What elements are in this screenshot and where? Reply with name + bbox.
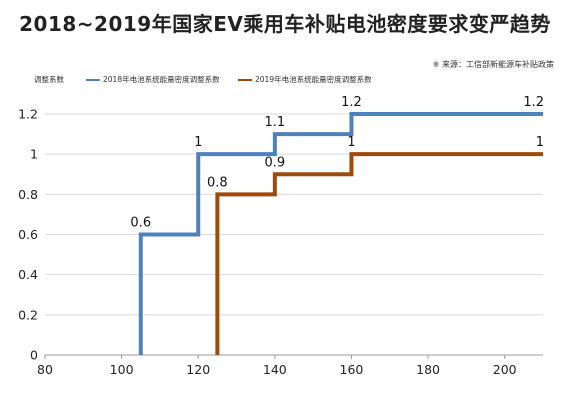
x-tick-label: 120: [186, 362, 210, 377]
legend-label-2018: 2018年电池系统能量密度调整系数: [103, 75, 220, 84]
data-label: 1: [194, 135, 202, 150]
legend-swatch-2019: [238, 78, 252, 81]
data-label: 0.9: [265, 155, 286, 170]
y-tick-label: 0.8: [18, 187, 38, 202]
y-tick-label: 0: [30, 348, 38, 363]
y-tick-label: 0.4: [18, 267, 38, 282]
data-label: 1.1: [265, 115, 286, 130]
x-tick-label: 100: [110, 362, 134, 377]
x-tick-label: 140: [263, 362, 287, 377]
series-line-2019: [215, 152, 543, 355]
x-tick-label: 80: [37, 362, 53, 377]
data-label: 1.2: [523, 95, 544, 110]
data-label: 0.8: [207, 175, 228, 190]
data-label: 1: [536, 135, 544, 150]
y-tick-label: 0.2: [18, 307, 38, 322]
data-label: 1.2: [341, 95, 362, 110]
legend-item-2018: 2018年电池系统能量密度调整系数: [86, 74, 220, 85]
legend-swatch-2018: [86, 78, 100, 81]
y-tick-label: 1.2: [18, 107, 38, 122]
x-tick-label: 180: [416, 362, 440, 377]
x-tick-label: 160: [340, 362, 364, 377]
series-line-2018: [138, 112, 543, 355]
legend-label-2019: 2019年电池系统能量密度调整系数: [255, 75, 372, 84]
y-tick-label: 0.6: [18, 227, 38, 242]
y-axis-label: 调整系数: [34, 75, 64, 84]
source-note: ※ 来源：工信部新能源车补贴政策: [432, 60, 554, 69]
data-label: 0.6: [130, 216, 151, 231]
data-label: 1: [347, 135, 355, 150]
y-tick-label: 1: [30, 147, 38, 162]
legend-item-2019: 2019年电池系统能量密度调整系数: [238, 74, 372, 85]
x-tick-label: 200: [493, 362, 517, 377]
chart-title: 2018~2019年国家EV乘用车补贴电池密度要求变严趋势: [19, 12, 551, 36]
